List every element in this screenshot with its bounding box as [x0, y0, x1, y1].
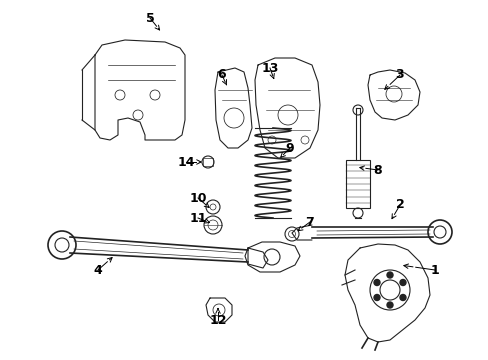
Text: 8: 8 — [373, 163, 382, 176]
Text: 12: 12 — [209, 314, 226, 327]
Text: 13: 13 — [261, 62, 278, 75]
Text: 10: 10 — [189, 192, 206, 204]
Text: 3: 3 — [395, 68, 404, 81]
Text: 14: 14 — [177, 156, 194, 168]
Circle shape — [386, 302, 392, 308]
Text: 2: 2 — [395, 198, 404, 211]
Circle shape — [386, 272, 392, 278]
Text: 5: 5 — [145, 12, 154, 24]
Bar — [346, 160, 369, 208]
Circle shape — [373, 294, 379, 301]
Text: 1: 1 — [430, 264, 439, 276]
Text: 11: 11 — [189, 211, 206, 225]
Circle shape — [399, 279, 405, 285]
Text: 4: 4 — [93, 264, 102, 276]
Circle shape — [373, 279, 379, 285]
Text: 9: 9 — [285, 141, 294, 154]
Text: 7: 7 — [305, 216, 314, 229]
Bar — [203, 158, 213, 166]
Text: 6: 6 — [217, 68, 226, 81]
Circle shape — [399, 294, 405, 301]
